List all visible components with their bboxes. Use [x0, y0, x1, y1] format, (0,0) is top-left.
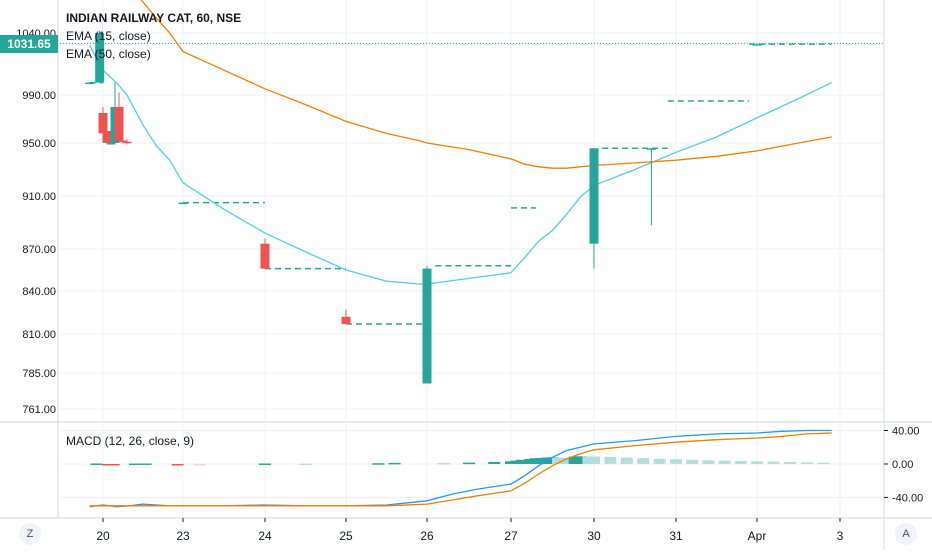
macd-histogram-bar — [388, 462, 401, 465]
candle-body — [118, 140, 128, 143]
price-tick-label: 910.00 — [22, 191, 56, 203]
macd-histogram-bar — [516, 459, 529, 464]
candle-body — [85, 82, 95, 85]
macd-histogram-bar — [574, 456, 587, 464]
macd-histogram-bar — [463, 462, 475, 465]
candle-body — [95, 33, 105, 83]
price-tick-label: 761.00 — [22, 404, 56, 416]
legend-ema-fast[interactable]: EMA (15, close) — [66, 29, 151, 43]
candle-body — [122, 141, 132, 144]
macd-title: MACD (12, 26, close, 9) — [66, 434, 195, 448]
macd-histogram-bar — [129, 463, 141, 466]
chart-legend: INDIAN RAILWAY CAT, 60, NSE EMA (15, clo… — [66, 9, 241, 63]
macd-histogram-bar — [437, 463, 450, 465]
macd-histogram-bar — [139, 463, 152, 465]
macd-histogram-bar — [767, 461, 780, 464]
price-tick-label: 785.00 — [22, 368, 56, 380]
macd-histogram-bar — [107, 463, 120, 466]
price-tick-label: 840.00 — [22, 286, 56, 298]
macd-histogram-bar — [488, 461, 501, 464]
macd-histogram-bar — [800, 462, 813, 464]
candle-body — [102, 131, 112, 143]
symbol-title[interactable]: INDIAN RAILWAY CAT, 60, NSE — [66, 11, 242, 25]
time-tick-label: 20 — [96, 529, 110, 543]
price-tick-label: 810.00 — [22, 329, 56, 341]
candle-body — [341, 316, 351, 324]
time-tick-label: 25 — [339, 529, 353, 543]
time-tick-label: 23 — [176, 529, 190, 543]
macd-histogram-bar — [552, 457, 565, 464]
macd-histogram-bar — [193, 463, 206, 466]
candle-body — [752, 44, 762, 46]
macd-histogram-bar — [734, 460, 747, 464]
price-pane — [85, 0, 832, 384]
time-tick-label: 24 — [258, 529, 272, 543]
macd-histogram-bar — [686, 459, 699, 464]
macd-histogram-bar — [751, 461, 763, 464]
last-price-tag: 1031.65 — [0, 35, 58, 53]
macd-histogram-bar — [372, 463, 385, 465]
macd-histogram-bar — [90, 463, 103, 465]
time-tick-label: 26 — [420, 529, 434, 543]
macd-tick-label: 0.00 — [892, 459, 913, 471]
macd-histogram-bar — [171, 463, 184, 466]
time-tick-label: 31 — [669, 529, 683, 543]
macd-histogram-bar — [604, 456, 617, 464]
time-tick-label: 30 — [587, 529, 601, 543]
macd-tick-label: -40.00 — [892, 492, 923, 504]
timezone-button[interactable]: Z — [19, 523, 41, 545]
macd-histogram-bar — [702, 460, 715, 464]
candle-body — [589, 148, 599, 244]
time-tick-label: Apr — [748, 529, 767, 543]
macd-histogram-bar — [653, 458, 666, 464]
macd-tick-label: 40.00 — [892, 426, 920, 438]
macd-legend[interactable]: MACD (12, 26, close, 9) — [66, 432, 194, 450]
candle-body — [422, 268, 432, 384]
macd-histogram-bar — [299, 463, 312, 466]
macd-histogram-bar — [718, 460, 731, 464]
auto-scale-button[interactable]: A — [895, 523, 917, 545]
candle-body — [98, 113, 108, 134]
candle-body — [260, 243, 270, 269]
macd-histogram-bar — [817, 462, 830, 465]
candle-body — [106, 143, 116, 145]
candle-body — [178, 202, 188, 205]
macd-histogram-bar — [784, 461, 797, 464]
legend-ema-slow[interactable]: EMA (50, close) — [66, 47, 151, 61]
macd-histogram-bar — [637, 458, 650, 464]
price-tick-label: 950.00 — [22, 138, 56, 150]
macd-histogram-bar — [620, 457, 633, 464]
macd-line — [89, 429, 832, 508]
ema-slow-line — [140, 0, 832, 169]
macd-histogram-bar — [670, 459, 682, 464]
price-tick-label: 870.00 — [22, 244, 56, 256]
signal-line — [89, 432, 832, 507]
candle-body — [646, 148, 656, 150]
macd-histogram-bar — [588, 456, 600, 464]
macd-histogram-bar — [259, 463, 271, 465]
time-tick-label: 27 — [504, 529, 518, 543]
candle-body — [114, 107, 124, 141]
price-tick-label: 990.00 — [22, 90, 56, 102]
macd-pane — [89, 429, 832, 508]
macd-histogram-bar — [560, 457, 573, 464]
time-tick-label: 3 — [837, 529, 844, 543]
ema-fast-line — [89, 45, 832, 285]
